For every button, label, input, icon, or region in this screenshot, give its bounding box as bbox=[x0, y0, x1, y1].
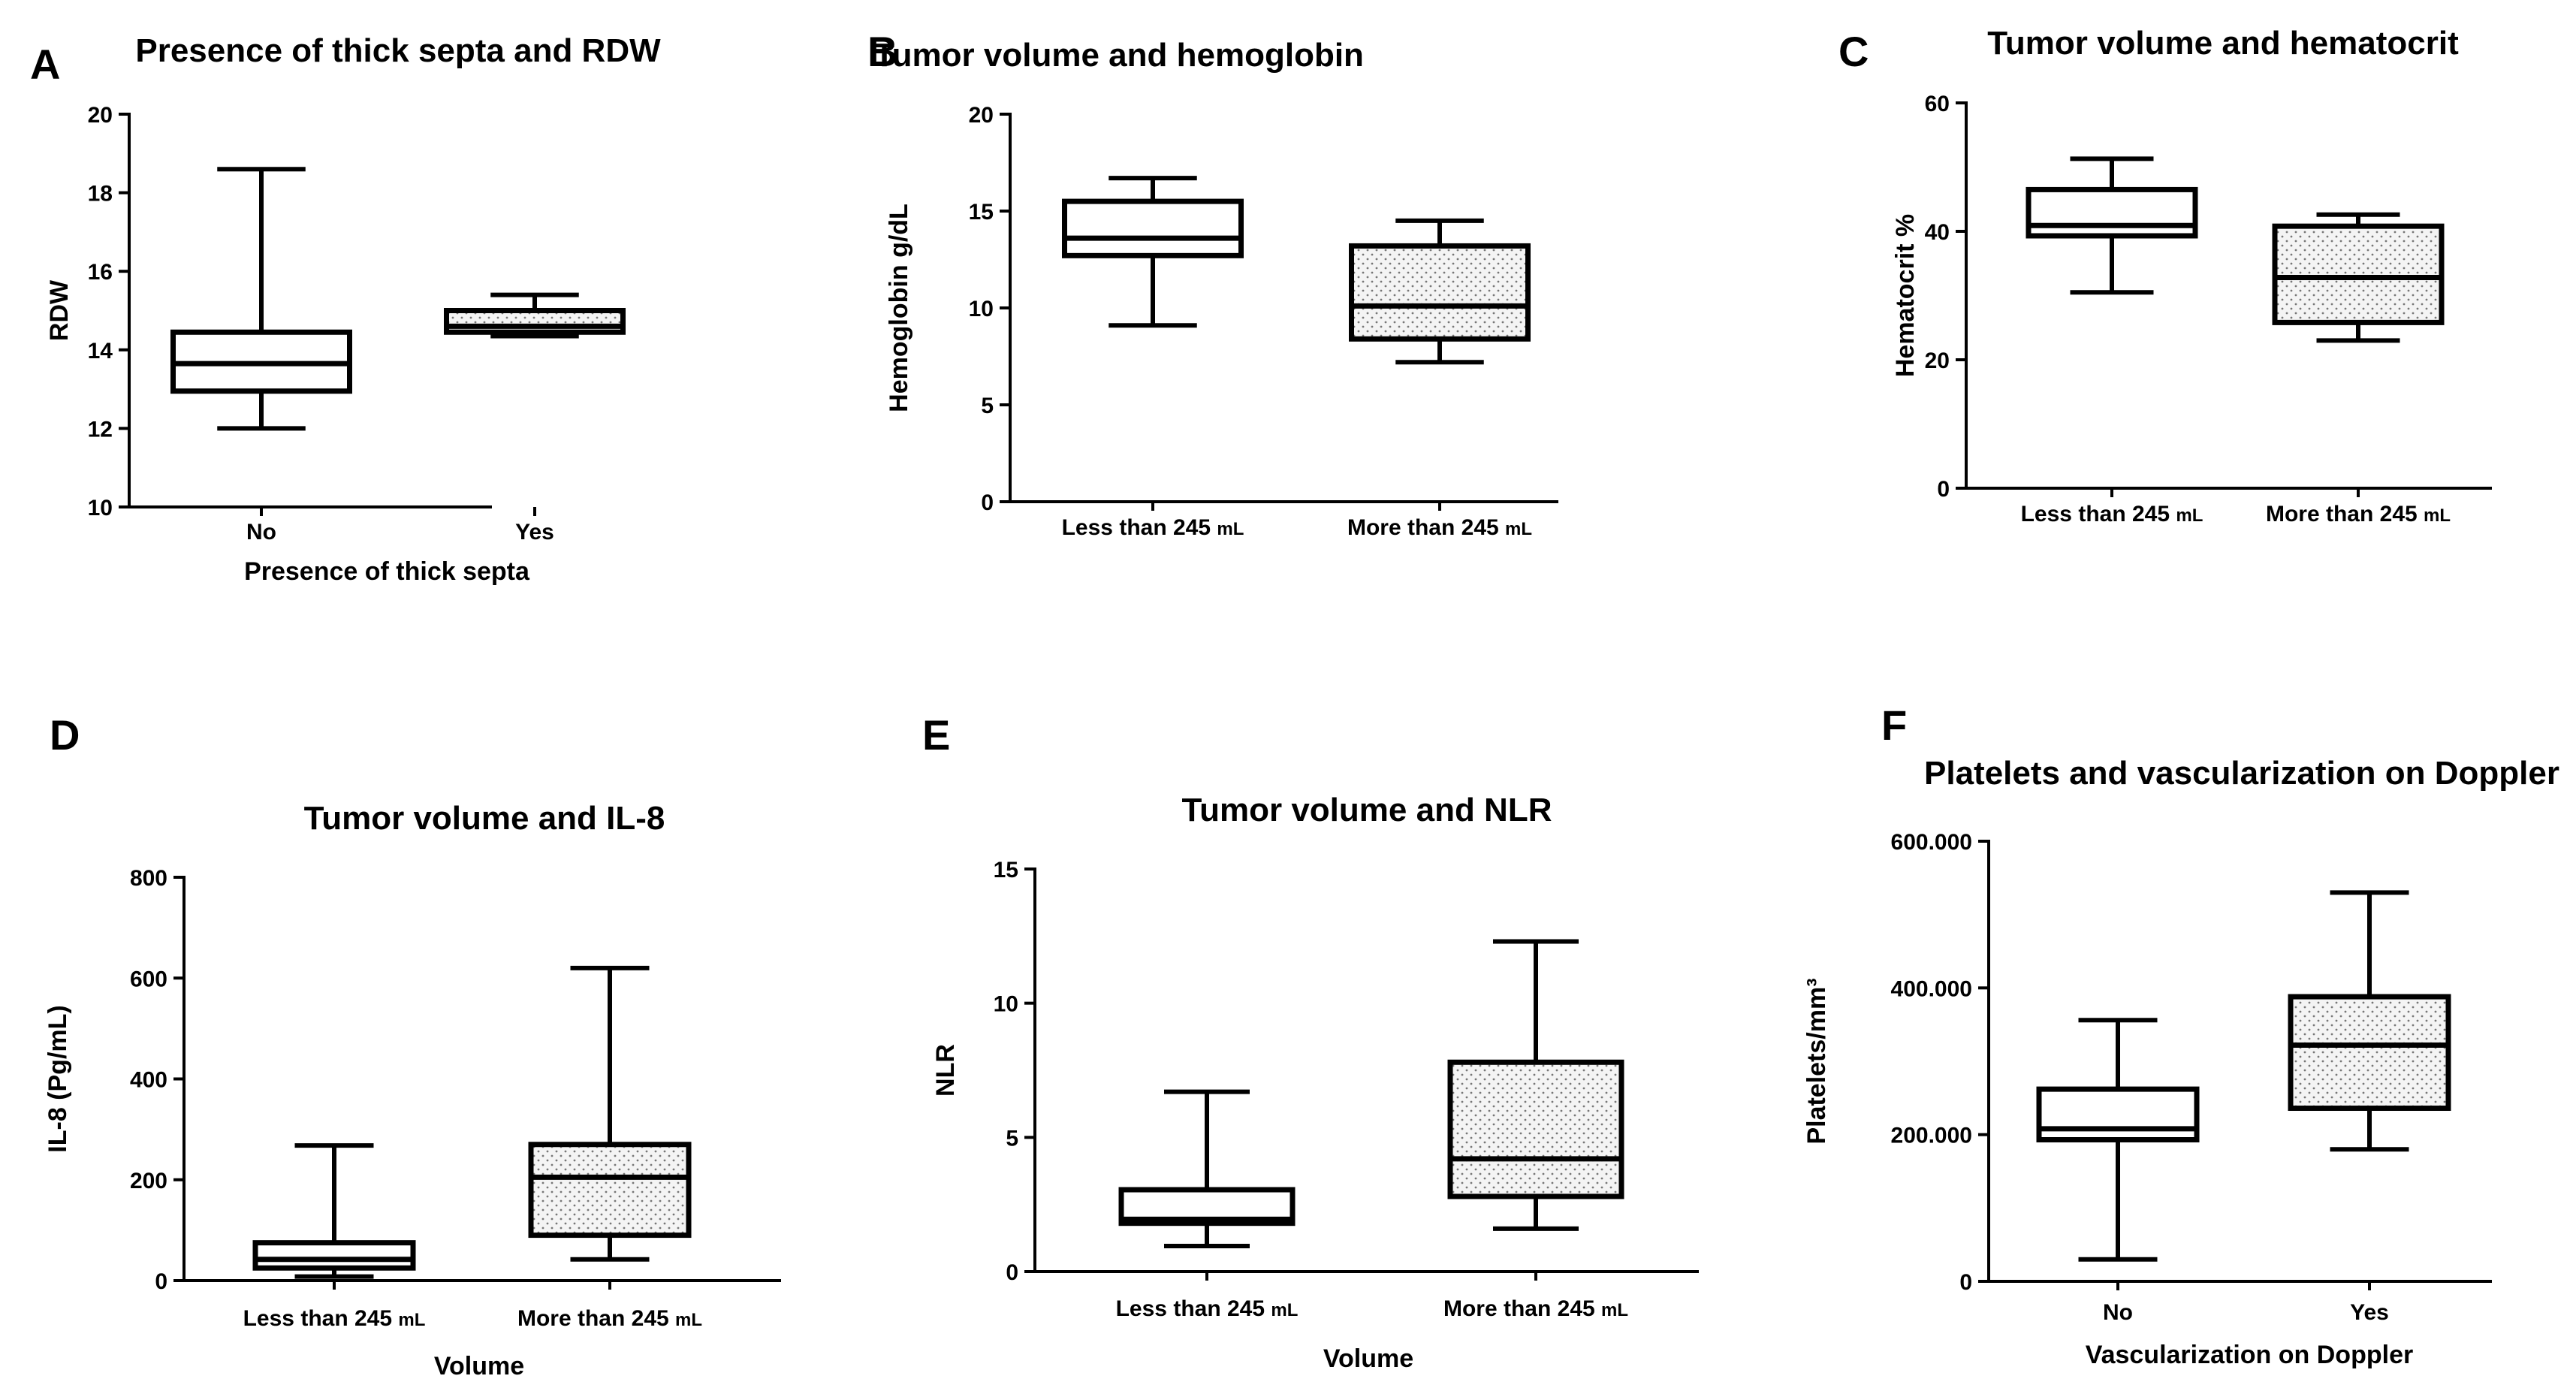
y-tick-label: 60 bbox=[1925, 92, 1950, 116]
iqr-box bbox=[444, 308, 626, 335]
x-axis-label: Vascularization on Doppler bbox=[2086, 1341, 2413, 1369]
y-axis-label: RDW bbox=[45, 279, 74, 341]
box-2 bbox=[2272, 212, 2445, 343]
category-label: Less than 245 mL bbox=[1062, 515, 1244, 540]
chart-title: Tumor volume and hematocrit bbox=[1987, 25, 2459, 62]
chart-title: Platelets and vascularization on Doppler bbox=[1924, 755, 2559, 792]
box-2 bbox=[1349, 218, 1531, 365]
iqr-box bbox=[1447, 1059, 1624, 1199]
box-1 bbox=[252, 1143, 416, 1279]
y-tick-label: 600 bbox=[130, 967, 167, 991]
iqr-box bbox=[2288, 994, 2451, 1112]
y-tick-label: 18 bbox=[88, 182, 113, 207]
y-tick-label: 600.000 bbox=[1891, 830, 1972, 855]
panel-letter: E bbox=[922, 711, 950, 759]
x-axis-label: Volume bbox=[434, 1352, 524, 1380]
y-tick-label: 5 bbox=[981, 394, 994, 418]
box-1 bbox=[1118, 1089, 1296, 1249]
box-1 bbox=[2026, 156, 2198, 295]
chart-title: Tumor volume and hemoglobin bbox=[874, 37, 1364, 74]
chart-title: Presence of thick septa and RDW bbox=[135, 32, 661, 69]
iqr-box bbox=[2036, 1086, 2200, 1143]
category-label: More than 245 mL bbox=[2266, 502, 2451, 527]
y-axis-label: IL-8 (Pg/mL) bbox=[44, 1005, 72, 1152]
y-tick-label: 20 bbox=[969, 103, 994, 128]
y-tick-label: 0 bbox=[1959, 1270, 1972, 1295]
category-label: No bbox=[2103, 1300, 2133, 1325]
panel-letter: C bbox=[1838, 28, 1869, 75]
y-tick-label: 10 bbox=[994, 992, 1018, 1017]
chart-title: Tumor volume and NLR bbox=[1182, 792, 1552, 828]
y-tick-label: 20 bbox=[88, 103, 113, 128]
category-label: More than 245 mL bbox=[1443, 1296, 1628, 1321]
box-2 bbox=[2288, 890, 2451, 1152]
y-axis-label: Hemoglobin g/dL bbox=[885, 204, 913, 412]
iqr-box bbox=[2026, 186, 2198, 239]
category-label: Less than 245 mL bbox=[2021, 502, 2203, 527]
panel-a: A Presence of thick septa and RDW 10 12 14 16… bbox=[30, 32, 661, 586]
box-1 bbox=[1062, 176, 1244, 328]
y-tick-label: 5 bbox=[1006, 1126, 1018, 1151]
panel-letter: D bbox=[50, 711, 80, 759]
category-label: No bbox=[246, 520, 276, 545]
y-tick-label: 0 bbox=[155, 1269, 167, 1294]
panel-d: D Tumor volume and IL-8 0 200 400 600 800 IL-8 … bbox=[44, 711, 781, 1380]
panel-letter: B bbox=[867, 28, 897, 75]
x-axis-label: Presence of thick septa bbox=[244, 557, 530, 586]
y-tick-label: 200.000 bbox=[1891, 1124, 1972, 1148]
box-2 bbox=[1447, 939, 1624, 1231]
y-axis-label: Platelets/mm³ bbox=[1802, 978, 1831, 1144]
panel-c: C Tumor volume and hematocrit 0 20 40 60 Hemat… bbox=[1838, 25, 2492, 527]
y-tick-label: 0 bbox=[981, 490, 994, 515]
box-2 bbox=[444, 292, 626, 339]
y-tick-label: 0 bbox=[1937, 477, 1950, 502]
y-tick-label: 10 bbox=[88, 496, 113, 520]
chart-title: Tumor volume and IL-8 bbox=[304, 800, 665, 837]
panel-letter: F bbox=[1881, 702, 1907, 749]
y-tick-label: 400 bbox=[130, 1068, 167, 1093]
iqr-box bbox=[528, 1142, 692, 1239]
y-tick-label: 16 bbox=[88, 260, 113, 285]
box-1 bbox=[2036, 1018, 2200, 1262]
category-label: Less than 245 mL bbox=[1116, 1296, 1299, 1321]
panel-f: F Platelets and vascularization on Dopple… bbox=[1802, 702, 2559, 1369]
box-1 bbox=[170, 167, 352, 431]
category-label: More than 245 mL bbox=[517, 1306, 702, 1331]
iqr-box bbox=[252, 1240, 416, 1271]
y-tick-label: 0 bbox=[1006, 1260, 1018, 1285]
box-2 bbox=[528, 965, 692, 1262]
y-tick-label: 20 bbox=[1925, 348, 1950, 373]
iqr-box bbox=[1349, 243, 1531, 342]
y-tick-label: 12 bbox=[88, 417, 113, 442]
y-tick-label: 15 bbox=[969, 200, 994, 225]
panel-e: E Tumor volume and NLR 0 5 10 15 NLR Less than … bbox=[922, 711, 1699, 1373]
y-tick-label: 14 bbox=[88, 339, 113, 364]
panel-letter: A bbox=[30, 41, 60, 88]
y-tick-label: 200 bbox=[130, 1169, 167, 1193]
category-label: Yes bbox=[2350, 1300, 2389, 1325]
y-axis-label: NLR bbox=[931, 1044, 960, 1097]
x-axis-label: Volume bbox=[1323, 1344, 1413, 1373]
iqr-box bbox=[2272, 223, 2445, 325]
y-axis-label: Hematocrit % bbox=[1891, 214, 1920, 377]
category-label: Yes bbox=[515, 520, 554, 545]
y-tick-label: 800 bbox=[130, 866, 167, 891]
y-tick-label: 400.000 bbox=[1891, 976, 1972, 1001]
y-tick-label: 10 bbox=[969, 297, 994, 321]
y-tick-label: 15 bbox=[994, 858, 1018, 883]
y-tick-label: 40 bbox=[1925, 220, 1950, 245]
iqr-box bbox=[1062, 198, 1244, 258]
category-label: More than 245 mL bbox=[1347, 515, 1532, 540]
category-label: Less than 245 mL bbox=[243, 1306, 426, 1331]
